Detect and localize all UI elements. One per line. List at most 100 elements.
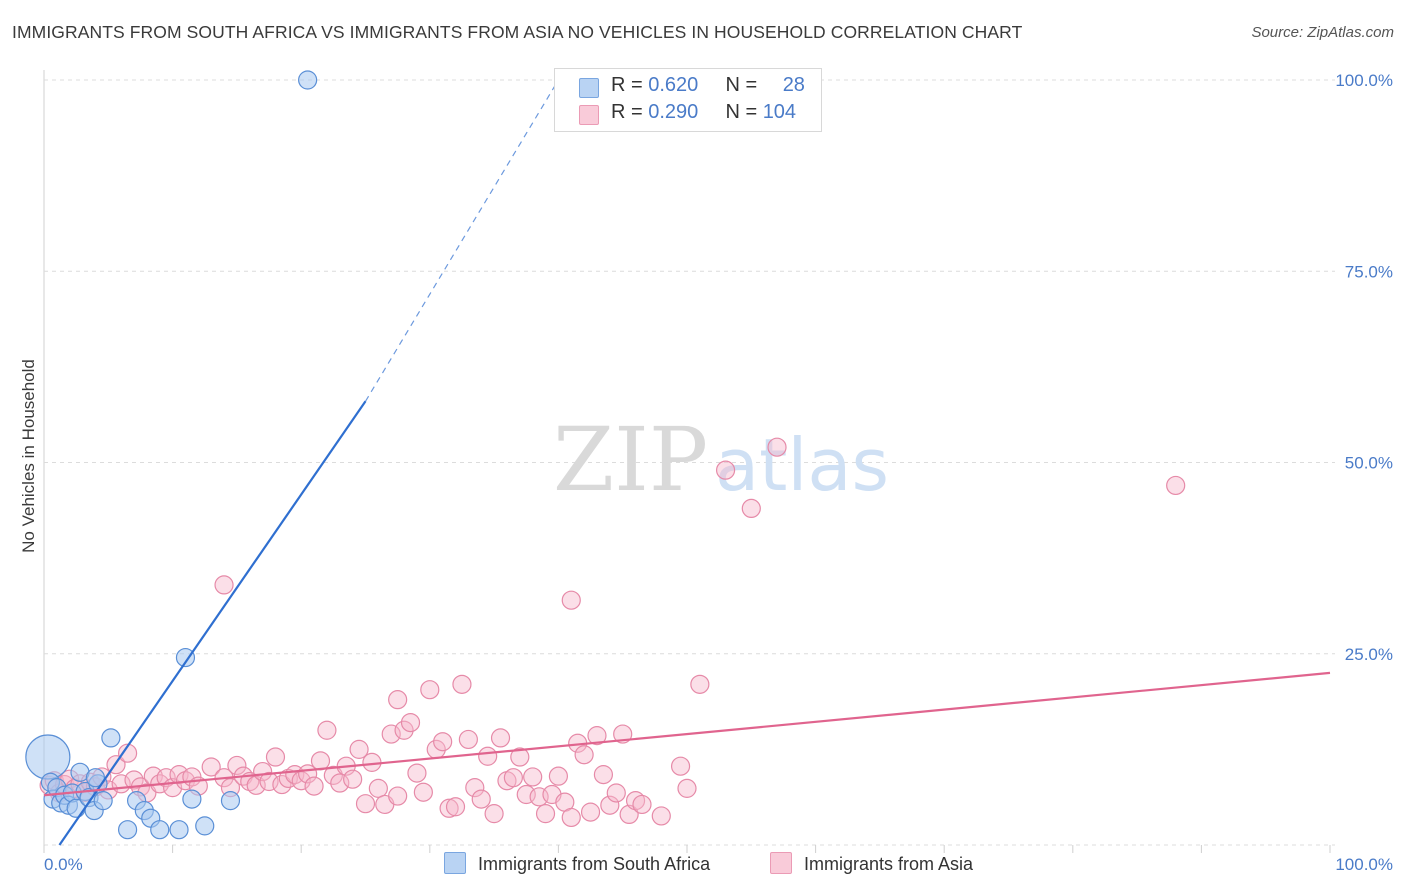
legend-item-asia[interactable]: Immigrants from Asia (770, 852, 973, 875)
watermark: ZIP atlas (553, 408, 889, 511)
point-asia (1166, 475, 1186, 496)
point-asia (458, 729, 478, 750)
point-asia (388, 786, 408, 806)
point-asia (407, 763, 427, 783)
x-tick-labels: 0.0% 100.0% (44, 855, 1393, 874)
y-tick-labels: 25.0% 50.0% 75.0% 100.0% (1335, 71, 1393, 664)
data-points (25, 70, 1186, 840)
stats-legend: R = 0.620 N = 28 R = 0.290 N = 104 (554, 68, 822, 132)
point-asia (117, 743, 138, 763)
point-south-africa (101, 728, 121, 748)
point-asia (465, 778, 485, 798)
point-asia (606, 783, 626, 803)
legend-item-south-africa[interactable]: Immigrants from South Africa (444, 852, 710, 875)
source-credit: Source: ZipAtlas.com (1251, 24, 1394, 41)
point-asia (201, 757, 221, 777)
point-asia (767, 437, 787, 457)
point-asia (574, 745, 594, 765)
point-asia (433, 732, 453, 752)
point-asia (394, 720, 414, 740)
point-asia (677, 778, 697, 798)
legend-swatch-pink (579, 105, 599, 125)
y-tick-label: 25.0% (1345, 645, 1393, 664)
trend-lines (43, 79, 1331, 846)
point-asia (561, 590, 581, 610)
legend-n-value: 28 (782, 74, 805, 96)
point-asia (368, 778, 388, 798)
gridlines (43, 70, 1335, 853)
point-asia (349, 739, 369, 759)
point-south-africa (298, 70, 318, 90)
point-asia (310, 751, 331, 771)
watermark-atlas: atlas (715, 423, 889, 507)
point-asia (253, 761, 273, 782)
point-asia (343, 769, 363, 789)
y-axis-label: No Vehicles in Household (19, 359, 38, 553)
point-south-africa (25, 734, 71, 780)
point-asia (420, 680, 440, 700)
watermark-zip: ZIP (553, 408, 708, 511)
legend-label-south-africa: Immigrants from South Africa (478, 854, 711, 874)
point-asia (715, 460, 736, 480)
point-asia (413, 782, 433, 802)
trend-line-south-africa-extension (364, 79, 559, 402)
legend-n-value: 104 (762, 101, 797, 123)
point-asia (593, 765, 614, 785)
trend-line-south-africa (58, 400, 367, 846)
point-asia (548, 766, 569, 786)
legend-swatch-blue (579, 78, 599, 98)
y-tick-label: 100.0% (1335, 71, 1393, 90)
point-asia (741, 498, 761, 518)
point-asia (510, 747, 530, 767)
point-south-africa (175, 647, 196, 668)
legend-swatch-blue (444, 852, 466, 874)
point-asia (381, 724, 401, 744)
point-asia (613, 724, 633, 744)
legend-label-asia: Immigrants from Asia (804, 854, 974, 874)
point-asia (670, 756, 691, 776)
point-asia (587, 726, 607, 746)
point-asia (484, 804, 504, 824)
legend-r-label: R = (611, 101, 649, 123)
point-asia (304, 776, 324, 796)
y-tick-label: 75.0% (1345, 262, 1393, 281)
point-asia (445, 797, 466, 817)
point-south-africa (195, 816, 215, 836)
x-tick-label: 100.0% (1335, 855, 1393, 874)
chart-title: IMMIGRANTS FROM SOUTH AFRICA VS IMMIGRAN… (12, 22, 1023, 42)
point-asia (355, 794, 376, 814)
point-asia (439, 798, 459, 818)
legend-swatch-pink (770, 852, 792, 874)
point-asia (227, 755, 247, 776)
point-south-africa (169, 820, 189, 840)
point-asia (632, 794, 652, 815)
point-asia (265, 747, 286, 767)
point-asia (317, 720, 337, 740)
point-asia (214, 575, 234, 595)
legend-r-value: 0.620 (648, 74, 699, 96)
legend-n-label: N = (725, 101, 763, 123)
point-asia (651, 806, 671, 826)
point-south-africa (220, 791, 241, 811)
x-tick-label: 0.0% (44, 855, 83, 874)
point-south-africa (182, 789, 202, 809)
point-asia (561, 807, 581, 828)
point-asia (330, 773, 350, 793)
point-asia (580, 802, 601, 822)
point-asia (452, 674, 472, 694)
point-south-africa (93, 791, 113, 811)
point-asia (490, 728, 511, 748)
legend-n-label: N = (725, 74, 763, 96)
point-south-africa (117, 820, 138, 840)
trend-line-asia (43, 671, 1331, 797)
point-asia (690, 674, 710, 694)
point-south-africa (150, 820, 170, 840)
point-asia (503, 768, 523, 788)
point-asia (400, 712, 421, 733)
y-tick-label: 50.0% (1345, 454, 1393, 473)
point-asia (535, 804, 556, 824)
point-south-africa (85, 768, 106, 788)
point-asia (600, 795, 620, 815)
point-asia (523, 767, 543, 787)
